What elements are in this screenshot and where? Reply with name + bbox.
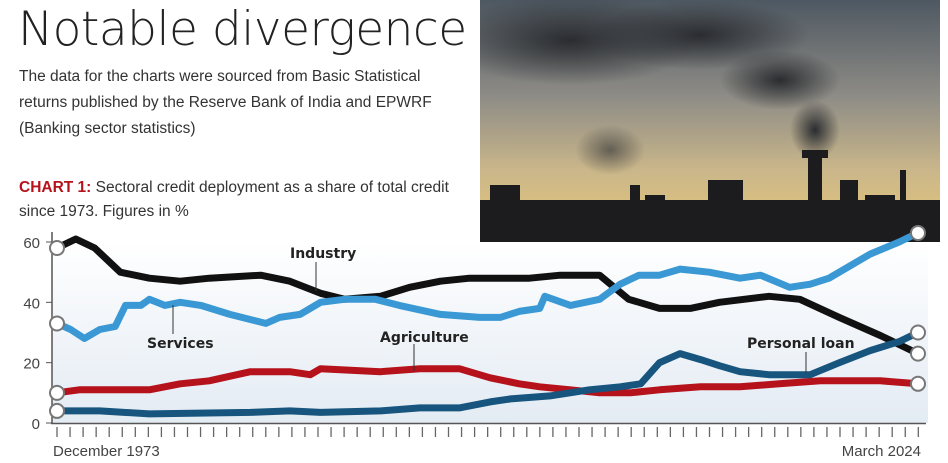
services-line <box>53 229 922 342</box>
industry-start-marker <box>49 240 65 257</box>
services-start-marker <box>49 315 65 332</box>
x-start-label: December 1973 <box>53 443 160 460</box>
y-tick-label: 0 <box>32 416 40 433</box>
agriculture-end-marker <box>910 375 926 392</box>
industry-label: Industry <box>290 246 356 262</box>
page-title: Notable divergence <box>18 2 467 57</box>
x-axis-ticks <box>56 427 919 437</box>
description: The data for the charts were sourced fro… <box>19 68 432 137</box>
personal-loan-line <box>53 329 922 418</box>
y-tick-label: 60 <box>23 235 40 252</box>
chart-label: CHART 1: <box>19 179 92 196</box>
plot-background <box>52 242 928 423</box>
y-tick-label: 40 <box>23 295 40 312</box>
services-label: Services <box>147 336 214 352</box>
agriculture-start-marker <box>49 384 65 401</box>
chart-caption-text: Sectoral credit deployment as a share of… <box>19 179 449 220</box>
factory-smoke-photo <box>480 0 940 242</box>
chart-caption: CHART 1: Sectoral credit deployment as a… <box>19 176 459 224</box>
personal-loan-end-marker <box>910 324 926 341</box>
industry-end-marker <box>910 345 926 362</box>
x-end-label: March 2024 <box>842 443 921 460</box>
services-end-marker <box>910 224 926 241</box>
agriculture-label: Agriculture <box>380 330 469 346</box>
industry-line <box>53 235 922 358</box>
personal-loan-label: Personal loan <box>747 336 855 352</box>
y-tick-label: 20 <box>23 356 40 373</box>
personal-loan-start-marker <box>49 402 65 419</box>
agriculture-line <box>53 365 922 397</box>
